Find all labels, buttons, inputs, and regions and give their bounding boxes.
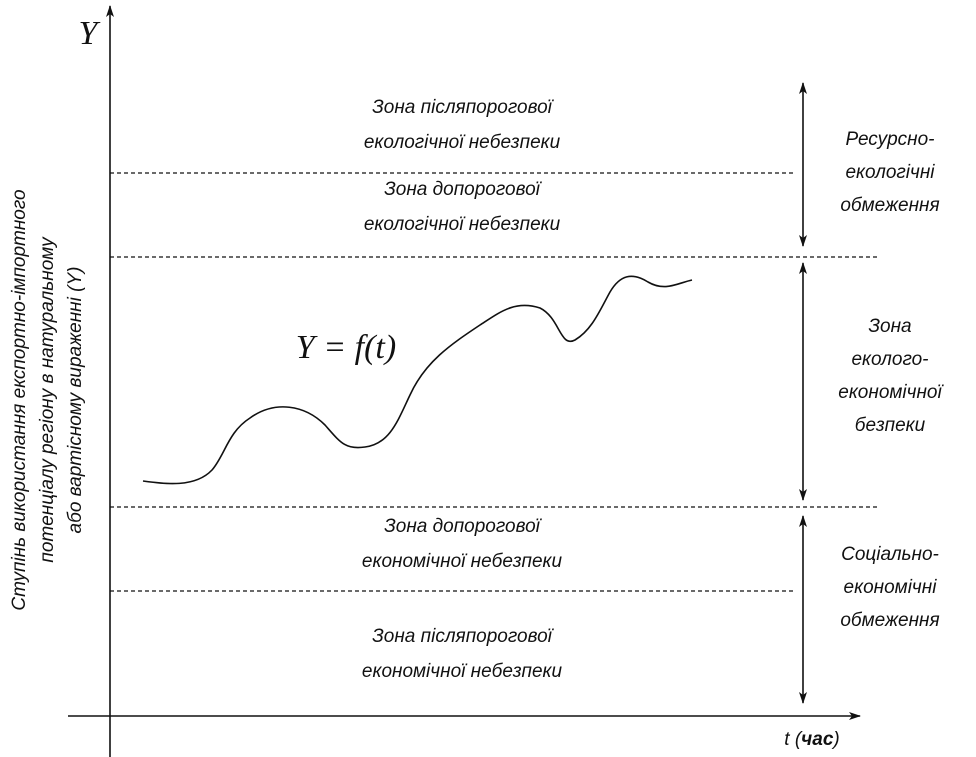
x-label-part: час: [801, 729, 834, 750]
side-label: безпеки: [855, 415, 926, 436]
zone-label: Зона допорогової: [384, 516, 543, 537]
y-title-line: або вартісному вираженні (Y): [65, 267, 86, 534]
curve: [142, 275, 693, 485]
zone-label: економічної небезпеки: [362, 661, 563, 682]
x-label-part: ): [831, 729, 839, 750]
side-label: обмеження: [840, 610, 939, 631]
zone-label: економічної небезпеки: [362, 551, 563, 572]
x-label-part: t (: [784, 729, 803, 750]
x-axis-label: t (час): [784, 729, 839, 750]
y-title-line: Ступінь використання експортно-імпортног…: [9, 189, 30, 610]
side-label: Соціально-: [841, 544, 939, 565]
y-axis-title: Ступінь використання експортно-імпортног…: [9, 189, 86, 610]
side-label: обмеження: [840, 195, 939, 216]
zone-label: екологічної небезпеки: [364, 132, 561, 153]
side-label: еколого-: [851, 349, 928, 370]
zone-label: Зона післяпорогової: [372, 97, 555, 118]
side-label: екологічні: [845, 162, 935, 183]
side-label: економічні: [844, 577, 938, 598]
formula: Y = f(t): [296, 329, 396, 366]
side-label: економічної: [838, 382, 944, 403]
side-label: Зона: [868, 316, 911, 337]
zone-label: екологічної небезпеки: [364, 214, 561, 235]
y-axis-label: Y: [79, 15, 101, 52]
zone-label: Зона післяпорогової: [372, 626, 555, 647]
side-label: Ресурсно-: [845, 129, 934, 150]
labels: Зона післяпорогової екологічної небезпеки…: [362, 97, 945, 682]
zone-label: Зона допорогової: [384, 179, 543, 200]
y-title-line: потенціалу регіону в натуральному: [37, 236, 58, 563]
